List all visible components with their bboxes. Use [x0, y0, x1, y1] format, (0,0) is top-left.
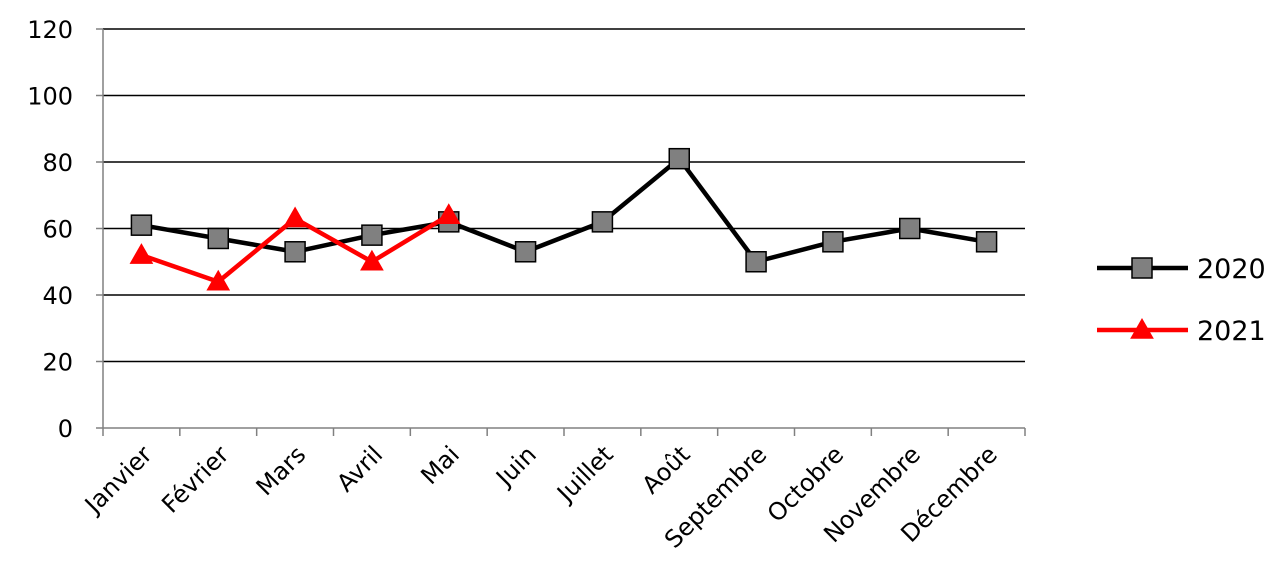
data-point: [745, 251, 767, 273]
x-tick-label: Avril: [331, 440, 388, 497]
data-point: [899, 217, 921, 240]
axes: [96, 28, 1026, 436]
legend-entry: 2020: [1097, 254, 1266, 285]
data-point: [514, 241, 537, 263]
legend-label: 2020: [1197, 254, 1266, 285]
data-point: [207, 227, 229, 250]
legend-marker: [1131, 257, 1153, 279]
legend-entry: 2021: [1097, 316, 1266, 347]
series-line: [141, 156, 987, 264]
y-tick-label: 100: [27, 83, 73, 111]
data-point: [206, 269, 231, 291]
data-point: [283, 206, 307, 228]
x-tick-label: Août: [637, 440, 696, 499]
y-tick-label: 0: [58, 415, 73, 443]
legend: 2020 2021: [1097, 254, 1266, 347]
x-tick-label: Février: [156, 440, 234, 518]
data-point: [360, 249, 384, 271]
series-2021: [129, 203, 461, 291]
y-tick-label: 40: [42, 282, 73, 310]
data-point: [436, 203, 461, 224]
gridlines: [103, 28, 1025, 363]
data-point: [129, 243, 154, 264]
data-point: [822, 231, 844, 253]
y-tick-label: 20: [42, 349, 73, 377]
data-point: [975, 231, 998, 253]
legend-label: 2021: [1197, 316, 1266, 347]
x-tick-label: Juillet: [550, 440, 618, 508]
data-point: [591, 211, 614, 233]
series-2020: [130, 147, 998, 273]
x-tick-label: Mars: [251, 440, 312, 501]
y-axis-tick-labels: 0 20 40 60 80 100 120: [27, 16, 73, 443]
data-point: [361, 224, 383, 246]
data-point: [130, 214, 153, 236]
legend-marker: [1130, 317, 1154, 339]
y-tick-label: 80: [42, 149, 73, 177]
series-group: [129, 147, 998, 291]
x-tick-label: Janvier: [78, 440, 158, 520]
y-tick-label: 60: [42, 216, 73, 244]
data-point: [668, 147, 690, 170]
y-tick-label: 120: [27, 16, 73, 44]
data-point: [284, 241, 306, 263]
x-tick-label: Mai: [415, 440, 465, 490]
x-tick-label: Juin: [489, 440, 541, 492]
